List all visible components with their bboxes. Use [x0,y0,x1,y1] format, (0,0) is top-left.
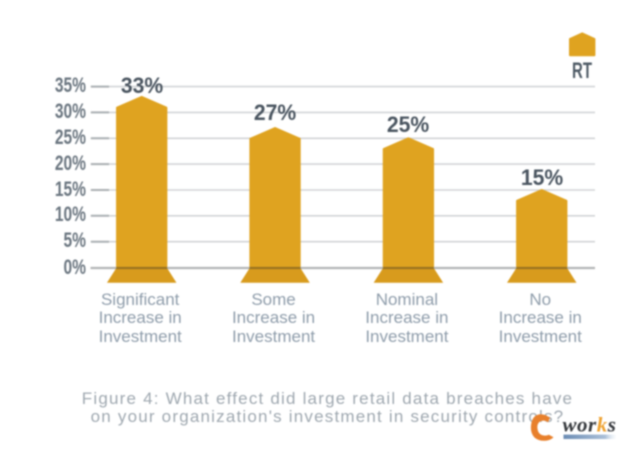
svg-text:works: works [563,413,617,437]
